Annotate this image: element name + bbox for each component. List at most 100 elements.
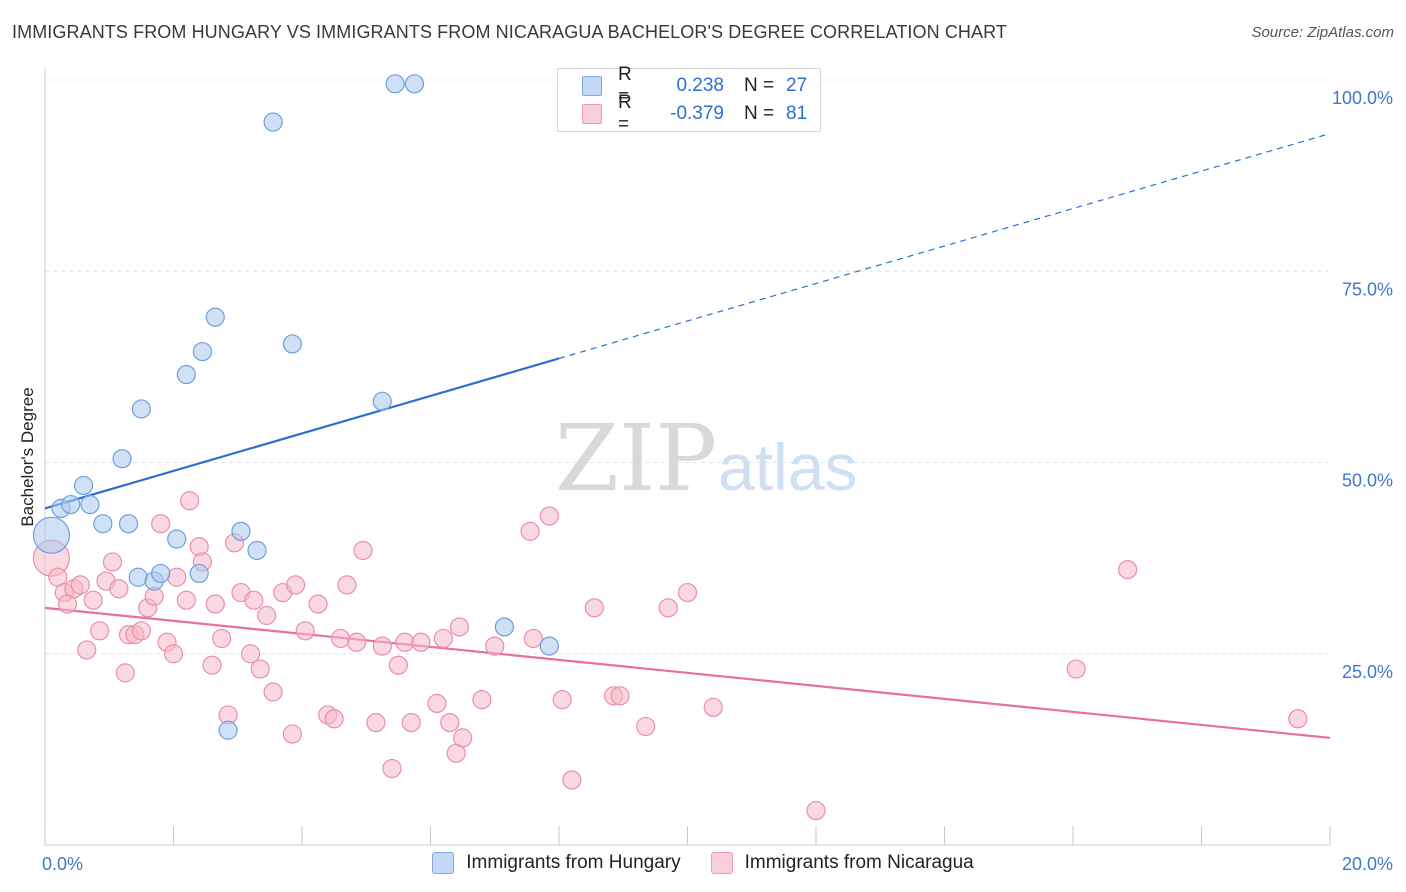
data-point-nicaragua xyxy=(382,758,402,779)
gridlines xyxy=(45,79,1330,655)
data-points xyxy=(32,74,1308,821)
series-legend: Immigrants from Hungary Immigrants from … xyxy=(0,852,1406,874)
y-tick-label: 100.0% xyxy=(1332,88,1393,108)
legend-row-hungary: R = 0.238 N = 27 xyxy=(582,64,808,107)
axes xyxy=(44,68,1331,846)
data-point-nicaragua xyxy=(427,693,447,714)
data-point-hungary xyxy=(404,74,425,94)
data-point-hungary xyxy=(176,364,196,385)
legend-n-label: N = xyxy=(744,103,775,124)
legend-n-value: 27 xyxy=(786,75,808,96)
stats-legend: R = 0.238 N = 27 R = -0.379 N = 81 xyxy=(557,64,821,135)
data-point-nicaragua xyxy=(433,628,453,649)
data-point-nicaragua xyxy=(472,690,492,710)
data-point-hungary xyxy=(93,514,113,534)
data-point-nicaragua xyxy=(636,716,656,737)
data-point-nicaragua xyxy=(703,697,723,717)
trend-line-solid xyxy=(44,357,560,510)
data-point-hungary xyxy=(80,494,100,515)
data-point-nicaragua xyxy=(263,682,283,702)
data-point-hungary xyxy=(118,514,139,534)
legend-r-label: R = xyxy=(618,64,632,107)
data-point-nicaragua xyxy=(401,712,421,733)
data-point-hungary xyxy=(218,720,238,740)
data-point-hungary xyxy=(263,112,283,132)
data-point-nicaragua xyxy=(366,712,386,733)
data-point-hungary xyxy=(231,521,251,541)
trend-lines xyxy=(44,132,1331,739)
data-point-nicaragua xyxy=(330,628,351,649)
tick-labels: 25.0% 50.0% 75.0% 100.0% 0.0% 20.0% xyxy=(42,88,1393,874)
data-point-nicaragua xyxy=(562,770,582,790)
source-label: Source: ZipAtlas.com xyxy=(1251,24,1394,41)
data-point-nicaragua xyxy=(90,621,110,641)
data-point-hungary xyxy=(385,74,405,94)
data-point-nicaragua xyxy=(485,636,505,656)
data-point-nicaragua xyxy=(552,690,572,710)
data-point-hungary xyxy=(128,567,148,587)
data-point-nicaragua xyxy=(131,621,151,641)
data-point-nicaragua xyxy=(205,594,225,614)
legend-n-value: 81 xyxy=(786,103,808,124)
series-legend-hungary: Immigrants from Hungary xyxy=(432,852,681,874)
trend-line-solid xyxy=(44,606,1331,739)
data-point-hungary xyxy=(151,563,171,584)
data-point-hungary xyxy=(205,307,225,327)
data-point-nicaragua xyxy=(83,590,103,610)
data-point-nicaragua xyxy=(337,575,357,595)
y-axis-label: Bachelor's Degree xyxy=(18,387,37,527)
data-point-hungary xyxy=(494,617,514,637)
trend-line-dashed xyxy=(558,132,1331,360)
data-point-hungary xyxy=(73,475,94,496)
data-point-nicaragua xyxy=(353,540,373,561)
data-point-nicaragua xyxy=(257,605,277,626)
series-name-nicaragua: Immigrants from Nicaragua xyxy=(744,852,974,873)
data-point-hungary xyxy=(189,563,209,584)
data-point-nicaragua xyxy=(324,709,344,729)
legend-r-value: -0.379 xyxy=(670,103,724,124)
data-point-nicaragua xyxy=(539,506,559,526)
data-point-nicaragua xyxy=(658,598,678,618)
data-point-nicaragua xyxy=(1066,659,1086,679)
x-tick-label: 0.0% xyxy=(42,854,83,874)
data-point-nicaragua xyxy=(241,644,261,664)
data-point-hungary xyxy=(167,529,187,549)
data-point-nicaragua xyxy=(677,582,698,603)
legend-row-nicaragua: R = -0.379 N = 81 xyxy=(582,92,808,135)
chart-title: IMMIGRANTS FROM HUNGARY VS IMMIGRANTS FR… xyxy=(12,22,1008,42)
legend-n-label: N = xyxy=(744,75,775,96)
data-point-nicaragua xyxy=(806,800,826,821)
data-point-nicaragua xyxy=(372,636,392,656)
data-point-hungary xyxy=(131,399,151,419)
x-tick-label: 20.0% xyxy=(1342,854,1393,874)
y-tick-label: 25.0% xyxy=(1342,662,1393,682)
data-point-nicaragua xyxy=(70,575,90,595)
data-point-nicaragua xyxy=(282,724,302,744)
legend-r-value: 0.238 xyxy=(676,75,724,96)
data-point-nicaragua xyxy=(308,594,328,614)
data-point-hungary xyxy=(61,494,81,515)
data-point-nicaragua xyxy=(77,640,97,660)
y-tick-label: 50.0% xyxy=(1342,471,1393,491)
data-point-nicaragua xyxy=(151,514,171,534)
data-point-nicaragua xyxy=(584,598,604,618)
data-point-nicaragua xyxy=(212,628,232,649)
data-point-nicaragua xyxy=(202,655,222,675)
data-point-nicaragua xyxy=(102,552,123,572)
series-swatch-hungary xyxy=(432,852,455,874)
data-point-hungary xyxy=(32,516,71,554)
data-point-nicaragua xyxy=(520,521,540,541)
data-point-hungary xyxy=(539,636,559,656)
data-point-nicaragua xyxy=(176,590,196,610)
data-point-nicaragua xyxy=(610,686,630,706)
watermark: ZIP atlas xyxy=(555,405,857,512)
data-point-nicaragua xyxy=(347,632,367,652)
y-tick-label: 75.0% xyxy=(1342,279,1393,299)
series-swatch-nicaragua xyxy=(710,852,733,874)
watermark-atlas: atlas xyxy=(718,430,857,504)
data-point-nicaragua xyxy=(1288,709,1308,729)
data-point-nicaragua xyxy=(167,567,187,587)
watermark-zip: ZIP xyxy=(555,405,717,512)
data-point-nicaragua xyxy=(523,628,543,649)
